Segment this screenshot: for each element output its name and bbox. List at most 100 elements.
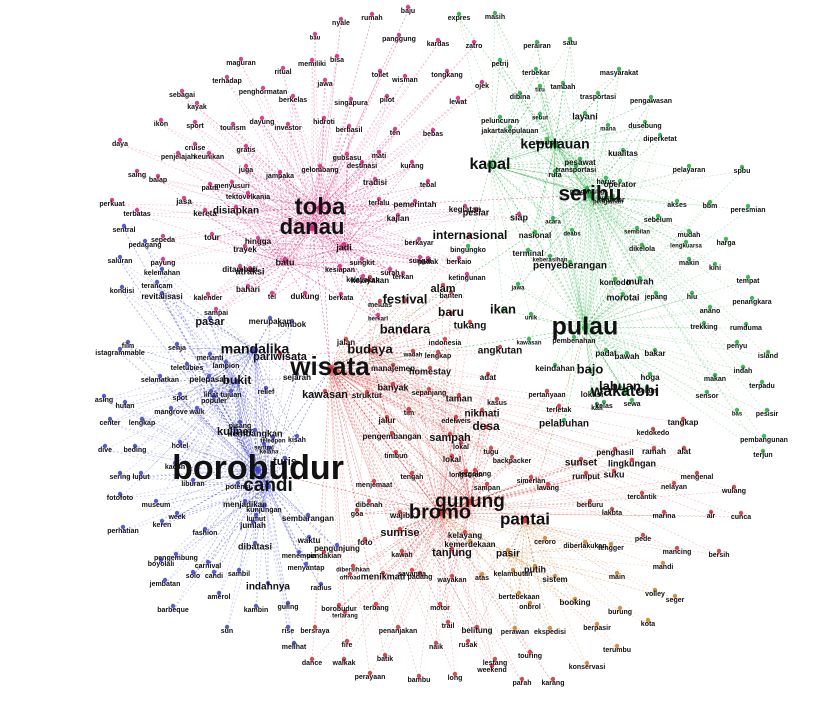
- word-singapura: singapura: [334, 100, 368, 107]
- edge-lokasi-seribu: [589, 194, 593, 396]
- node-dikelola: [639, 242, 645, 248]
- edge-pisang-mandalika: [239, 349, 256, 427]
- edge-island-seribu: [589, 194, 769, 357]
- word-expres: expres: [448, 15, 471, 22]
- node-alam: [440, 282, 446, 288]
- edge-kapal-seribu: [489, 164, 591, 196]
- node-tanahan: [544, 136, 550, 142]
- node-saing: [134, 168, 140, 174]
- edge-bukit-borobudur: [236, 380, 259, 471]
- word-saluran: saluran: [108, 258, 133, 265]
- edge-terlarang-wisata: [329, 367, 346, 617]
- edge-menjemaat-budaya: [369, 349, 375, 486]
- word-kelana: kelana: [260, 450, 279, 456]
- edge-hidroti-jadi: [323, 121, 345, 249]
- word-patra: patra: [201, 185, 218, 192]
- node-patra: [207, 181, 213, 187]
- node-sebelum: [655, 213, 661, 219]
- edge-waktu-candi: [267, 485, 310, 542]
- edge-senja-mandalika: [176, 347, 256, 351]
- word-berkayar: berkayar: [404, 240, 433, 247]
- word-volley: volley: [645, 591, 665, 598]
- node-simerlan: [528, 474, 534, 480]
- edge-sampai-danau: [215, 227, 313, 314]
- word-borobudurs: borobudur: [321, 606, 357, 613]
- node-dayung: [259, 115, 265, 121]
- node-dive: [102, 443, 108, 449]
- edge-nikmati-gunung: [469, 413, 483, 503]
- edge-homestay-gunung: [429, 371, 471, 503]
- word-juga: juga: [238, 167, 253, 174]
- edge-tangkap-bromo: [439, 422, 684, 514]
- edge-kelayakan2-batu: [284, 262, 364, 281]
- edge-pengunjung2-kapal: [489, 164, 588, 193]
- edge-terkan-toba: [319, 207, 404, 278]
- edge-longsoran-wisata: [329, 367, 467, 476]
- edge-memiliki-toba: [311, 63, 321, 209]
- edge-gunung-wisata: [329, 367, 471, 503]
- word-payung: payung: [151, 260, 176, 267]
- node-sembilan: [634, 225, 640, 231]
- word-tambah: tambah: [551, 84, 576, 91]
- edge-mati-toba: [319, 155, 380, 209]
- edge-bander-kepulauan: [554, 144, 614, 201]
- word-petrij: petrij: [491, 61, 508, 68]
- edge-fotofoto-candi: [119, 485, 269, 499]
- edge-spot-candi: [179, 397, 269, 487]
- word-masyarakat: masyarakat: [600, 70, 639, 77]
- node-relief: [263, 385, 269, 391]
- node-menikmati: [380, 570, 386, 576]
- edge-indahnya-borobudur: [257, 469, 269, 588]
- word-hutan: hutan: [115, 403, 134, 410]
- edge-lumut-candi: [255, 485, 269, 520]
- edge-terminal-kepulauan: [527, 144, 556, 255]
- node-internasional: [467, 233, 473, 239]
- edge-pasar-borobudur: [209, 321, 259, 471]
- word-batu: batu: [276, 257, 295, 267]
- node-beding: [132, 443, 138, 449]
- node-fire: [344, 638, 350, 644]
- edge-terbatas-batu: [136, 213, 286, 264]
- node-nyale: [338, 16, 344, 22]
- edge-diberlakukan-pasir: [507, 545, 586, 555]
- edge-tourism-batu: [232, 127, 286, 264]
- node-indahnya: [265, 580, 271, 586]
- edge-sentralsn-bukit: [236, 380, 265, 449]
- node-lampion: [223, 359, 229, 365]
- edge-sewa-pulau: [584, 327, 633, 405]
- edge-peluncuran-pulau: [499, 120, 586, 329]
- edge-sejarah-candi: [267, 377, 298, 487]
- edge-sentralsn-mandalika: [254, 349, 265, 449]
- node-candi2: [211, 569, 217, 575]
- edge-gubsasu-jadi: [343, 157, 348, 249]
- edge-disiapkan-jadi: [235, 210, 345, 249]
- edge-dusebung-kapal: [489, 125, 646, 166]
- word-keren: keren: [153, 522, 172, 529]
- edge-ekspedisi-bromo: [439, 512, 551, 633]
- word-goa: goa: [351, 511, 364, 518]
- edge-sungai-batu: [284, 260, 421, 264]
- node-kondisi: [119, 284, 125, 290]
- node-keren: [159, 518, 165, 524]
- edge-lampion-bukit: [225, 365, 238, 382]
- edge-film-candi: [127, 345, 269, 487]
- edge-parah-wisata: [329, 367, 523, 684]
- edge-bingungko-kepulauan: [467, 144, 556, 251]
- edge-suku-wisata: [329, 367, 615, 476]
- edge-tebal-batu: [284, 184, 429, 264]
- node-museum: [153, 498, 159, 504]
- word-sungkit: sungkit: [350, 260, 376, 267]
- word-indahnya: indahnya: [246, 582, 290, 593]
- node-sunrise: [397, 526, 403, 532]
- edge-terbang-wisata: [329, 367, 377, 609]
- node-kini: [712, 261, 718, 267]
- node-tengah: [409, 470, 415, 476]
- edge-dibina-kapal: [489, 96, 521, 166]
- node-rumput: [583, 470, 589, 476]
- word-kedokedo: kedokedo: [637, 430, 670, 437]
- node-operator: [617, 178, 623, 184]
- node-perawan: [512, 625, 518, 631]
- edge-menyantap-candi: [267, 485, 307, 569]
- edge-lestang-gunung: [469, 501, 496, 664]
